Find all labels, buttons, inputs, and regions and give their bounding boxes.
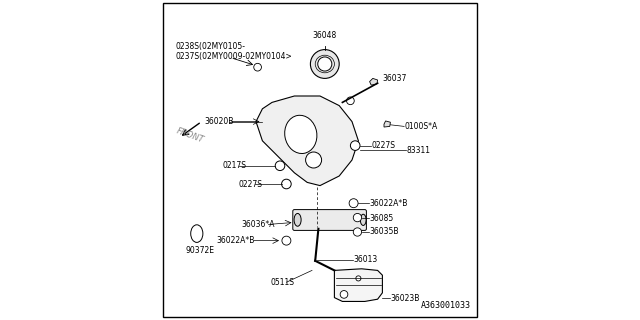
Text: A363001033: A363001033: [420, 301, 470, 310]
Circle shape: [353, 213, 362, 222]
Circle shape: [317, 57, 332, 71]
Text: 36085: 36085: [370, 214, 394, 223]
Ellipse shape: [285, 115, 317, 154]
Ellipse shape: [294, 213, 301, 226]
Text: 0227S: 0227S: [371, 141, 396, 150]
Circle shape: [275, 161, 285, 171]
Text: 0217S: 0217S: [223, 161, 246, 170]
Polygon shape: [384, 121, 390, 127]
Text: 90372E: 90372E: [186, 246, 214, 255]
Text: 0237S(02MY0009-02MY0104>: 0237S(02MY0009-02MY0104>: [176, 52, 292, 60]
Circle shape: [306, 152, 322, 168]
Circle shape: [254, 63, 262, 71]
Circle shape: [347, 97, 355, 105]
Circle shape: [310, 50, 339, 78]
Text: 36020B: 36020B: [205, 117, 234, 126]
Text: FRONT: FRONT: [175, 127, 205, 145]
Text: 0100S*A: 0100S*A: [405, 122, 438, 131]
FancyBboxPatch shape: [163, 3, 477, 317]
Text: 83311: 83311: [406, 146, 430, 155]
Polygon shape: [370, 78, 378, 85]
Text: 36022A*B: 36022A*B: [370, 199, 408, 208]
Text: 36023B: 36023B: [390, 294, 420, 303]
Text: 0511S: 0511S: [270, 278, 294, 287]
Text: 36037: 36037: [383, 74, 407, 83]
Text: 36013: 36013: [354, 255, 378, 264]
Ellipse shape: [191, 225, 203, 243]
Ellipse shape: [360, 214, 366, 225]
Text: 36022A*B: 36022A*B: [216, 236, 254, 245]
Circle shape: [351, 141, 360, 150]
Polygon shape: [256, 96, 358, 186]
Circle shape: [356, 276, 361, 281]
Circle shape: [282, 236, 291, 245]
Text: 0227S: 0227S: [239, 180, 262, 188]
Circle shape: [282, 179, 291, 189]
FancyBboxPatch shape: [292, 210, 366, 230]
Circle shape: [340, 291, 348, 298]
Text: 0238S(02MY0105-: 0238S(02MY0105-: [176, 42, 246, 51]
Polygon shape: [334, 269, 383, 301]
Text: 36035B: 36035B: [370, 228, 399, 236]
Text: 36048: 36048: [313, 31, 337, 40]
Circle shape: [353, 228, 362, 236]
Text: 36036*A: 36036*A: [242, 220, 275, 229]
Circle shape: [349, 199, 358, 208]
